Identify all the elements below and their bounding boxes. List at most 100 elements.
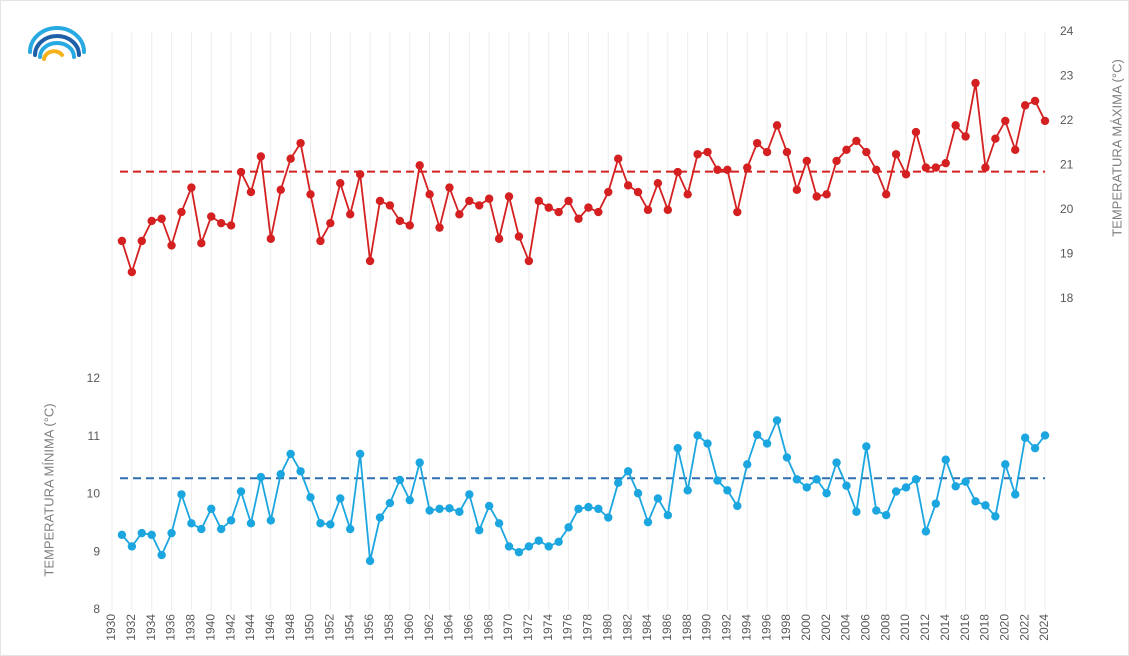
data-point: [504, 542, 514, 551]
data-point: [534, 196, 543, 206]
y-tick-label: 8: [93, 602, 100, 616]
data-point: [604, 187, 613, 197]
data-point: [663, 511, 673, 520]
data-point: [465, 490, 474, 499]
data-point: [762, 439, 772, 448]
data-point: [961, 132, 970, 141]
y-tick-label: 9: [93, 544, 100, 558]
data-point: [703, 147, 712, 157]
data-point: [147, 216, 156, 226]
data-point: [177, 207, 186, 217]
data-point: [445, 504, 454, 513]
data-point: [683, 190, 692, 199]
data-point: [207, 212, 216, 221]
data-point: [951, 121, 960, 130]
x-tick-label: 1970: [501, 614, 515, 641]
data-point: [256, 472, 266, 482]
data-point: [316, 236, 325, 246]
data-point: [375, 196, 385, 206]
data-point: [286, 154, 295, 163]
data-point: [405, 495, 414, 505]
data-point: [246, 187, 256, 197]
x-tick-label: 1986: [660, 614, 674, 641]
data-point: [425, 190, 434, 199]
x-tick-label: 1974: [541, 614, 555, 641]
data-point: [127, 267, 137, 277]
data-point: [1040, 116, 1050, 126]
data-point: [584, 502, 593, 512]
data-point: [693, 431, 702, 440]
x-tick-label: 1940: [203, 614, 217, 641]
data-point: [524, 256, 534, 266]
data-point: [385, 498, 395, 508]
data-point: [484, 501, 494, 511]
x-tick-label: 2024: [1037, 614, 1051, 641]
x-tick-label: 1954: [342, 614, 356, 641]
data-point: [921, 527, 931, 536]
data-point: [117, 530, 127, 540]
data-point: [1001, 116, 1010, 126]
x-tick-label: 2008: [878, 614, 892, 641]
data-point: [594, 207, 603, 217]
data-point: [127, 542, 137, 551]
data-point: [951, 482, 960, 491]
x-tick-label: 2016: [958, 614, 972, 641]
data-point: [574, 504, 583, 514]
data-point: [891, 487, 901, 496]
data-point: [663, 205, 673, 215]
x-tick-label: 1968: [481, 614, 495, 641]
data-point: [494, 519, 504, 528]
data-point: [931, 499, 941, 508]
data-point: [455, 210, 464, 219]
x-tick-label: 1992: [720, 614, 734, 641]
y2-axis-title: TEMPERATURA MÁXIMA (°C): [1109, 59, 1124, 237]
data-point: [544, 203, 553, 212]
data-point: [812, 192, 821, 201]
x-tick-label: 2002: [819, 614, 833, 641]
data-point: [822, 489, 831, 498]
y2-tick-label: 21: [1060, 158, 1074, 172]
data-point: [981, 163, 990, 172]
data-point: [207, 504, 216, 514]
x-tick-label: 1996: [759, 614, 773, 641]
series-line: [121, 417, 1046, 562]
x-tick-label: 1972: [521, 614, 535, 641]
data-point: [395, 216, 405, 226]
y2-tick-label: 24: [1060, 24, 1074, 38]
data-point: [762, 147, 772, 157]
data-point: [792, 185, 802, 195]
data-point: [1020, 101, 1030, 110]
data-point: [1040, 431, 1050, 440]
data-point: [971, 78, 980, 88]
data-point: [623, 467, 633, 476]
data-point: [336, 494, 345, 503]
data-point: [554, 207, 563, 217]
data-point: [743, 460, 752, 469]
data-point: [504, 192, 514, 201]
data-point: [614, 478, 623, 488]
data-point: [167, 528, 176, 538]
data-point: [395, 475, 405, 485]
x-tick-label: 2004: [839, 614, 853, 641]
data-point: [673, 167, 682, 177]
data-point: [584, 203, 593, 212]
x-tick-label: 2010: [898, 614, 912, 641]
data-point: [723, 165, 732, 175]
data-point: [1001, 460, 1010, 469]
data-point: [554, 537, 563, 546]
data-point: [911, 475, 921, 484]
data-point: [683, 486, 692, 495]
x-tick-label: 2014: [938, 614, 952, 641]
x-tick-label: 1976: [561, 614, 575, 641]
data-point: [157, 550, 166, 560]
x-tick-label: 1936: [164, 614, 178, 641]
data-point: [881, 511, 891, 520]
data-point: [574, 214, 583, 223]
data-point: [673, 443, 682, 453]
x-tick-label: 1956: [362, 614, 376, 641]
data-point: [872, 506, 881, 515]
data-point: [167, 241, 176, 250]
data-point: [723, 486, 732, 495]
data-point: [643, 517, 653, 527]
data-point: [911, 127, 921, 137]
